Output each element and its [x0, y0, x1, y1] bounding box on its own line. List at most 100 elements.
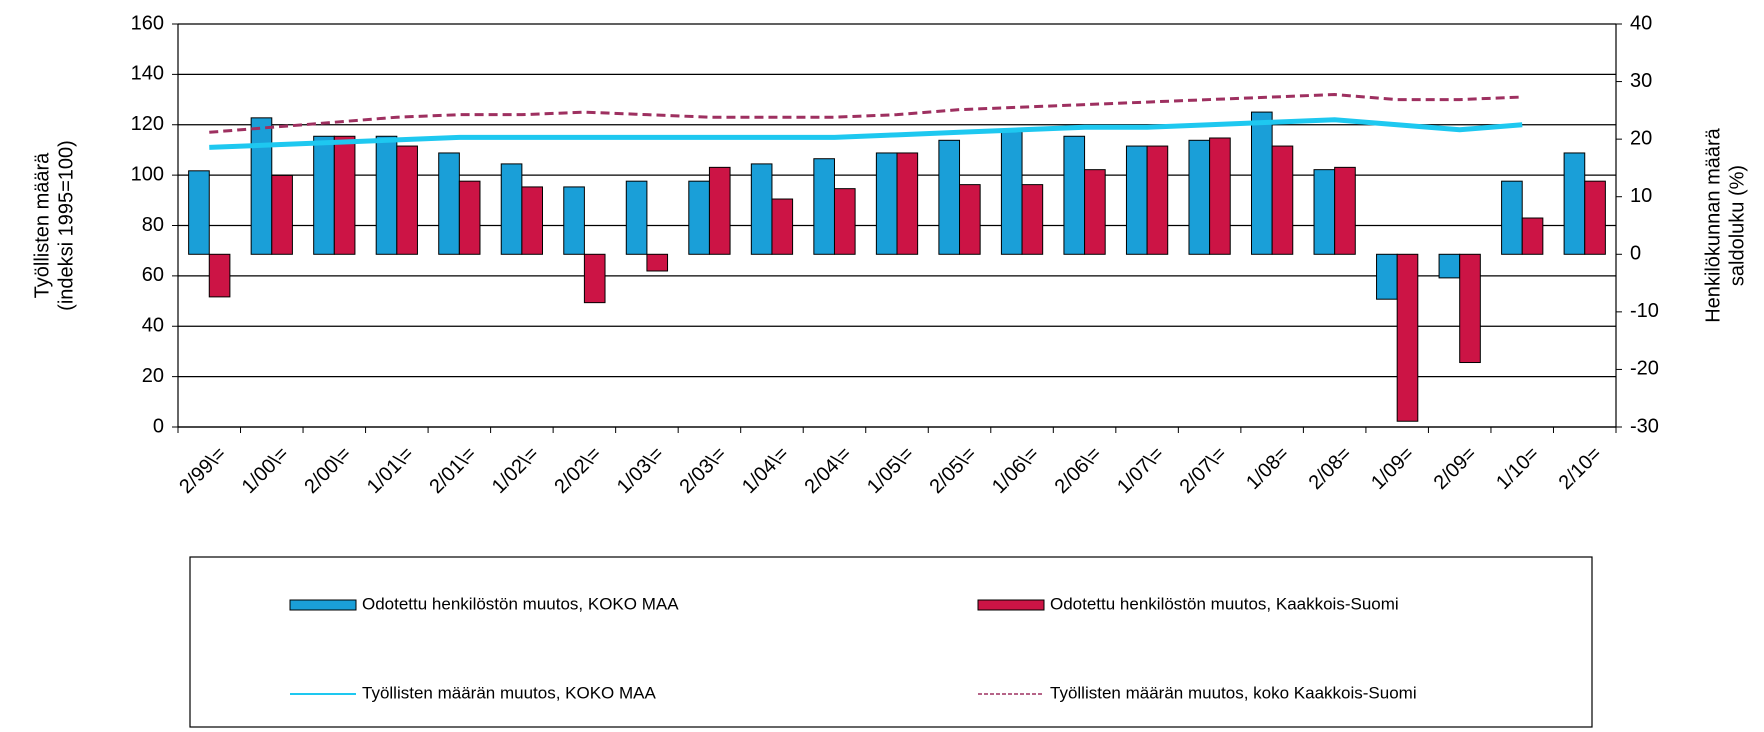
x-tick-label: 1/05\= — [863, 443, 918, 498]
bar — [1146, 145, 1169, 255]
legend-label: Työllisten määrän muutos, koko Kaakkois-… — [1050, 683, 1417, 702]
bar — [1501, 180, 1523, 255]
bar — [458, 180, 481, 255]
axis-title-line: Henkilökunnan määrä — [1702, 127, 1724, 322]
legend-swatch — [977, 599, 1045, 611]
x-tick-label: 1/04\= — [738, 443, 793, 498]
x-tick-label: 1/08= — [1242, 443, 1293, 494]
y-tick-label: 20 — [142, 365, 164, 387]
bar — [563, 186, 585, 255]
bar — [271, 174, 293, 255]
bar — [1250, 111, 1273, 255]
x-tick-label: 2/10= — [1555, 443, 1606, 494]
x-tick-label: 2/09= — [1430, 443, 1481, 494]
y2-tick-label: 40 — [1630, 12, 1652, 34]
bar — [896, 152, 919, 255]
line — [209, 93, 1523, 134]
y2-tick-label: -20 — [1630, 358, 1659, 380]
bar — [813, 158, 835, 255]
axis-title-line: (indeksi 1995=100) — [55, 140, 77, 311]
bar — [1209, 137, 1231, 255]
x-tick-label: 1/02\= — [488, 443, 543, 498]
x-tick-label: 1/01\= — [363, 443, 418, 498]
y-tick-label: 140 — [131, 63, 164, 85]
x-tick-label: 1/06\= — [988, 443, 1043, 498]
bar — [250, 117, 273, 255]
y2-tick-label: 10 — [1630, 185, 1652, 207]
bar — [1188, 139, 1211, 255]
bar — [188, 170, 210, 255]
legend-box — [189, 556, 1593, 728]
bar — [1563, 152, 1586, 255]
bar — [333, 135, 356, 255]
y-tick-label: 100 — [131, 163, 164, 185]
axis-title: Henkilökunnan määrä saldoluku (%) — [1702, 127, 1748, 322]
bar — [1000, 131, 1023, 255]
bar — [688, 180, 710, 255]
bar — [833, 188, 856, 255]
legend-label: Odotettu henkilöstön muutos, KOKO MAA — [362, 594, 679, 613]
bar — [1438, 253, 1461, 279]
x-tick-label: 2/04\= — [800, 443, 855, 498]
bar — [313, 135, 335, 255]
y2-tick-label: 30 — [1630, 70, 1652, 92]
bar — [1376, 253, 1398, 300]
x-tick-label: 1/09= — [1367, 443, 1418, 494]
bar — [1125, 145, 1148, 255]
bar — [1584, 180, 1606, 255]
bar — [708, 166, 731, 255]
x-tick-label: 2/01\= — [425, 443, 480, 498]
bar — [521, 186, 544, 255]
bar — [750, 163, 773, 255]
bar — [959, 184, 981, 255]
y2-tick-label: -30 — [1630, 415, 1659, 437]
y-tick-label: 60 — [142, 264, 164, 286]
legend-label: Työllisten määrän muutos, KOKO MAA — [362, 683, 656, 702]
bar — [1313, 169, 1336, 255]
bar — [208, 253, 231, 298]
x-tick-label: 1/03\= — [613, 443, 668, 498]
legend-swatch — [289, 599, 357, 611]
bar — [875, 152, 898, 255]
bar — [1334, 166, 1356, 255]
axis-title: Työllisten määrä (indeksi 1995=100) — [31, 140, 77, 311]
x-tick-label: 2/06\= — [1051, 443, 1106, 498]
y2-tick-label: 20 — [1630, 127, 1652, 149]
bar — [1063, 135, 1086, 255]
bar — [1271, 145, 1294, 255]
axis-title-line: Työllisten määrä — [31, 152, 53, 298]
y-tick-label: 120 — [131, 113, 164, 135]
bar — [771, 198, 794, 255]
bar — [938, 139, 961, 255]
bar — [438, 152, 460, 255]
bar — [1459, 253, 1481, 364]
bar — [646, 253, 669, 272]
y-tick-label: 80 — [142, 214, 164, 236]
x-tick-label: 1/07\= — [1113, 443, 1168, 498]
y2-tick-label: -10 — [1630, 300, 1659, 322]
bar — [625, 180, 648, 255]
x-tick-label: 1/00\= — [238, 443, 293, 498]
x-tick-label: 2/07\= — [1176, 443, 1231, 498]
bar — [500, 163, 523, 255]
bar — [1396, 253, 1419, 422]
x-tick-label: 2/99\= — [175, 443, 230, 498]
x-tick-label: 1/10= — [1492, 443, 1543, 494]
y2-tick-label: 0 — [1630, 243, 1641, 265]
y-tick-label: 40 — [142, 315, 164, 337]
x-tick-label: 2/05\= — [926, 443, 981, 498]
x-tick-label: 2/08= — [1305, 443, 1356, 494]
x-tick-label: 2/00\= — [300, 443, 355, 498]
bar — [583, 253, 606, 304]
bar — [1084, 169, 1106, 255]
legend-label: Odotettu henkilöstön muutos, Kaakkois-Su… — [1050, 594, 1399, 613]
bar — [396, 145, 418, 255]
line — [209, 117, 1523, 150]
bar — [1021, 184, 1044, 255]
y-tick-label: 0 — [153, 415, 164, 437]
axis-title-line: saldoluku (%) — [1726, 165, 1748, 286]
y-tick-label: 160 — [131, 12, 164, 34]
x-tick-label: 2/02\= — [550, 443, 605, 498]
x-tick-label: 2/03\= — [675, 443, 730, 498]
